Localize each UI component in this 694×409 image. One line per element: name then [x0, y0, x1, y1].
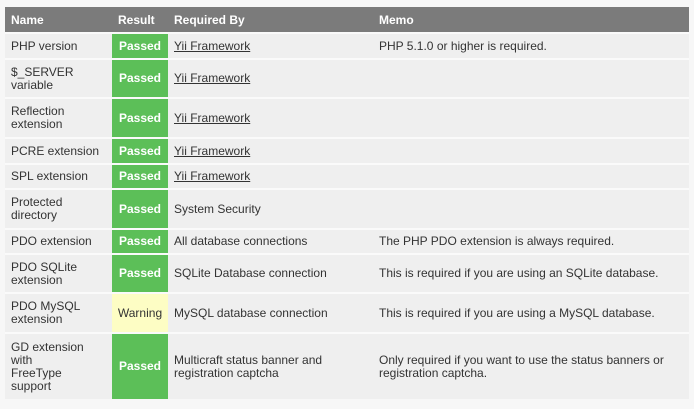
memo: PHP 5.1.0 or higher is required. [373, 32, 689, 59]
required-by-link[interactable]: Yii Framework [174, 71, 251, 85]
memo [373, 188, 689, 229]
required-by-text: SQLite Database connection [174, 266, 327, 280]
required-by-text: System Security [174, 201, 261, 216]
table-row: PDO MySQL extension Warning MySQL databa… [5, 292, 689, 333]
header-name: Name [5, 7, 112, 33]
table-row: Reflection extension Passed Yii Framewor… [5, 97, 689, 138]
result-badge: Passed [112, 32, 168, 59]
memo [373, 137, 689, 164]
required-by-text: All database connections [174, 234, 308, 248]
required-by: All database connections [168, 228, 373, 254]
requirement-name: $_SERVER variable [5, 58, 112, 98]
requirement-name: GD extension with FreeType support [5, 332, 112, 399]
required-by: MySQL database connection [168, 292, 373, 333]
result-badge: Passed [112, 332, 168, 399]
result-badge: Passed [112, 97, 168, 138]
required-by: SQLite Database connection [168, 253, 373, 293]
result-badge: Passed [112, 253, 168, 293]
required-by: Yii Framework [168, 163, 373, 189]
requirement-name: SPL extension [5, 163, 112, 189]
table-row: Protected directory Passed System Securi… [5, 188, 689, 229]
header-result: Result [112, 7, 168, 33]
result-badge: Passed [112, 228, 168, 254]
requirement-name: Reflection extension [5, 97, 112, 138]
memo [373, 97, 689, 138]
result-badge: Passed [112, 188, 168, 229]
required-by: Yii Framework [168, 97, 373, 138]
memo: The PHP PDO extension is always required… [373, 228, 689, 254]
result-badge: Passed [112, 58, 168, 98]
required-by: Yii Framework [168, 58, 373, 98]
header-row: Name Result Required By Memo [5, 7, 689, 33]
table-row: PDO SQLite extension Passed SQLite Datab… [5, 253, 689, 293]
requirement-name: PDO MySQL extension [5, 292, 112, 333]
memo [373, 58, 689, 98]
memo [373, 163, 689, 189]
result-badge: Passed [112, 137, 168, 164]
result-badge: Passed [112, 163, 168, 189]
table-row: SPL extension Passed Yii Framework [5, 163, 689, 189]
table-row: PDO extension Passed All database connec… [5, 228, 689, 254]
required-by: Multicraft status banner and registratio… [168, 332, 373, 399]
requirement-name: PCRE extension [5, 137, 112, 164]
required-by-text: MySQL database connection [174, 305, 328, 320]
required-by: Yii Framework [168, 32, 373, 59]
header-memo: Memo [373, 7, 689, 33]
required-by: Yii Framework [168, 137, 373, 164]
required-by-link[interactable]: Yii Framework [174, 169, 251, 183]
required-by: System Security [168, 188, 373, 229]
required-by-text: Multicraft status banner and registratio… [174, 352, 323, 380]
required-by-link[interactable]: Yii Framework [174, 38, 251, 53]
table-row: PHP version Passed Yii Framework PHP 5.1… [5, 32, 689, 59]
requirement-name: PDO extension [5, 228, 112, 254]
requirements-table: Name Result Required By Memo PHP version… [5, 7, 689, 399]
memo: This is required if you are using a MySQ… [373, 292, 689, 333]
requirement-name: PHP version [5, 32, 112, 59]
table-row: $_SERVER variable Passed Yii Framework [5, 58, 689, 98]
result-badge: Warning [112, 292, 168, 333]
requirement-name: Protected directory [5, 188, 112, 229]
required-by-link[interactable]: Yii Framework [174, 143, 251, 158]
required-by-link[interactable]: Yii Framework [174, 110, 251, 125]
table-row: PCRE extension Passed Yii Framework [5, 137, 689, 164]
memo: Only required if you want to use the sta… [373, 332, 689, 399]
table-row: GD extension with FreeType support Passed M… [5, 332, 689, 399]
memo: This is required if you are using an SQL… [373, 253, 689, 293]
requirement-name: PDO SQLite extension [5, 253, 112, 293]
header-required-by: Required By [168, 7, 373, 33]
